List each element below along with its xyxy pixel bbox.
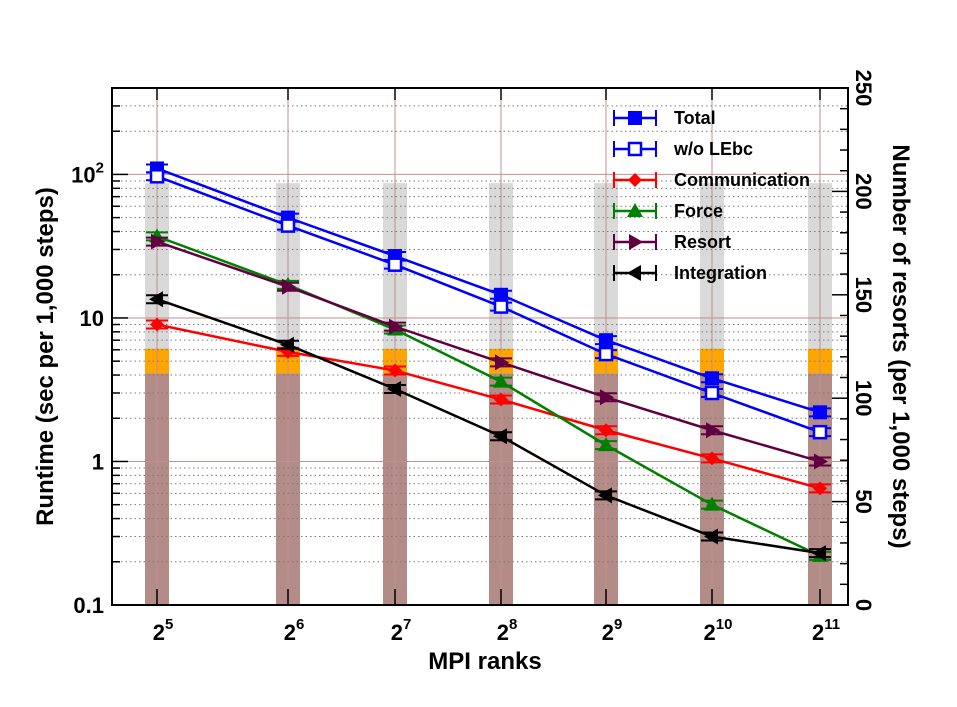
y-right-tick-label: 100 bbox=[851, 380, 876, 417]
series-marker bbox=[812, 545, 826, 562]
x-tick-label: 29 bbox=[602, 616, 623, 645]
legend-label: Communication bbox=[674, 170, 810, 190]
series-marker bbox=[599, 423, 613, 438]
y-right-tick-label: 50 bbox=[851, 489, 876, 513]
y-right-tick-label: 250 bbox=[851, 70, 876, 107]
x-tick-label: 27 bbox=[391, 616, 412, 645]
series-marker bbox=[704, 385, 720, 401]
x-tick-label: 211 bbox=[812, 616, 840, 645]
legend-label: Total bbox=[674, 108, 716, 128]
y-right-axis-title: Number of resorts (per 1,000 steps) bbox=[887, 144, 914, 548]
legend-label: Integration bbox=[674, 263, 767, 283]
series-marker bbox=[598, 346, 614, 362]
series-marker bbox=[705, 451, 719, 466]
series-marker bbox=[493, 428, 507, 445]
series-communication bbox=[146, 317, 831, 496]
series-marker bbox=[282, 278, 296, 295]
series-marker bbox=[705, 371, 719, 386]
series-marker bbox=[387, 380, 401, 397]
series-marker bbox=[495, 354, 509, 371]
legend: Total w/o LEbc Communication Force Resort Int… bbox=[613, 108, 810, 283]
y-left-tick-label: 1 bbox=[92, 449, 104, 474]
x-tick-label: 26 bbox=[284, 616, 305, 645]
series-total bbox=[146, 161, 831, 420]
y-right-tick-label: 200 bbox=[851, 173, 876, 210]
y-right-tick-label: 0 bbox=[851, 599, 876, 611]
y-right-tick-label: 150 bbox=[851, 276, 876, 313]
series-marker bbox=[388, 363, 402, 378]
series-marker bbox=[704, 496, 720, 511]
series-marker bbox=[628, 111, 642, 125]
series-w-o-lebc bbox=[146, 169, 831, 440]
series-marker bbox=[812, 424, 828, 440]
legend-label: Resort bbox=[674, 232, 731, 252]
y-left-axis-title: Runtime (sec per 1,000 steps) bbox=[32, 187, 59, 526]
y-left-tick-label: 10 bbox=[80, 306, 104, 331]
series-marker bbox=[598, 487, 612, 504]
series-marker bbox=[706, 422, 720, 439]
legend-label: w/o LEbc bbox=[673, 139, 753, 159]
series-marker bbox=[494, 287, 508, 302]
series-integration bbox=[146, 291, 831, 562]
series-marker bbox=[600, 389, 614, 406]
series-marker bbox=[149, 291, 163, 308]
x-tick-label: 25 bbox=[153, 616, 174, 645]
series-force bbox=[146, 228, 831, 562]
series-marker bbox=[493, 373, 509, 388]
series-marker bbox=[493, 299, 509, 314]
series-marker bbox=[628, 173, 642, 187]
series-marker bbox=[813, 481, 827, 496]
series-marker bbox=[151, 233, 165, 250]
series-marker bbox=[627, 141, 643, 157]
series-marker bbox=[389, 318, 403, 335]
plot-frame bbox=[111, 87, 849, 606]
series-marker bbox=[599, 333, 613, 348]
y-left-tick-label: 102 bbox=[71, 159, 104, 187]
series-marker bbox=[150, 317, 164, 332]
series-marker bbox=[814, 453, 828, 470]
series-marker bbox=[387, 257, 403, 272]
series-marker bbox=[149, 169, 165, 184]
series-marker bbox=[813, 405, 827, 420]
x-axis-title: MPI ranks bbox=[428, 648, 541, 675]
series-marker bbox=[280, 336, 294, 353]
series-marker bbox=[280, 218, 296, 233]
series-marker bbox=[704, 528, 718, 545]
legend-label: Force bbox=[674, 201, 723, 221]
series-marker bbox=[627, 203, 643, 217]
y-left-tick-label: 0.1 bbox=[73, 593, 104, 618]
series-marker bbox=[494, 392, 508, 407]
series-resort bbox=[146, 233, 831, 470]
series-marker bbox=[627, 265, 641, 281]
series-marker bbox=[598, 437, 614, 452]
series-marker bbox=[629, 234, 643, 250]
x-tick-label: 210 bbox=[704, 616, 733, 645]
x-tick-label: 28 bbox=[497, 616, 518, 645]
